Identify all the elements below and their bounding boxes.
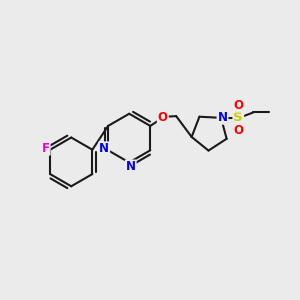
Text: O: O	[234, 99, 244, 112]
Text: S: S	[233, 111, 243, 124]
Text: O: O	[158, 111, 168, 124]
Text: N: N	[126, 160, 136, 173]
Text: F: F	[42, 142, 50, 155]
Text: O: O	[234, 124, 244, 137]
Text: N: N	[218, 111, 227, 124]
Text: N: N	[99, 142, 109, 155]
